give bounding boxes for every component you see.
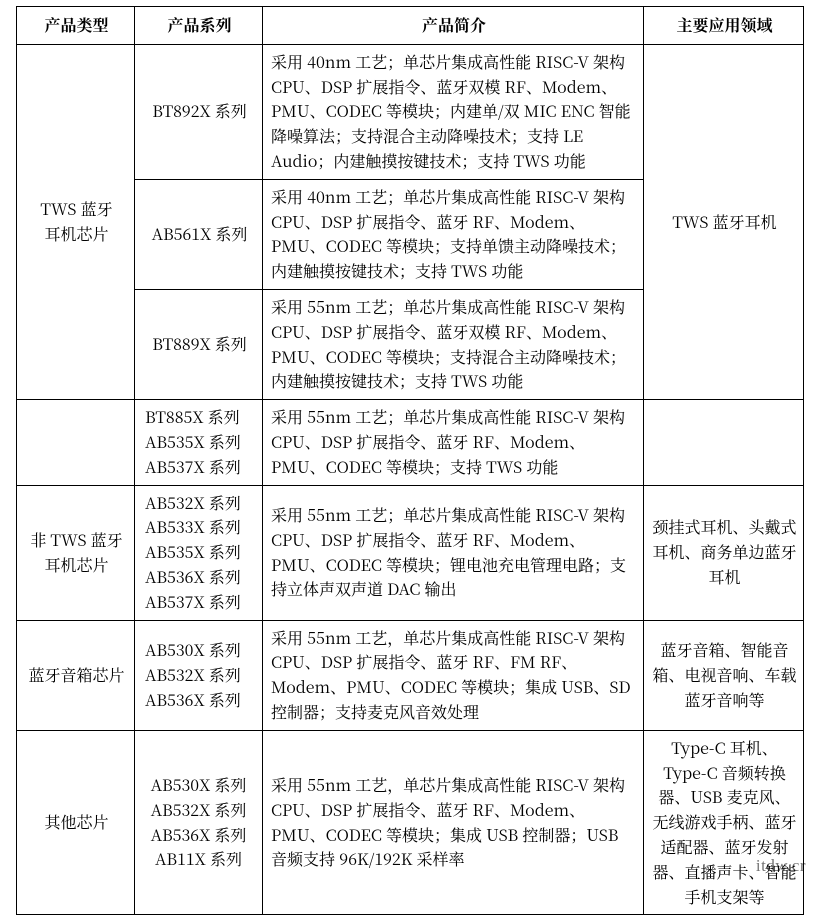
cell-series: BT889X 系列 xyxy=(135,289,263,399)
type-label: TWS 蓝牙耳机芯片 xyxy=(40,197,112,245)
series-item: AB535X 系列 xyxy=(145,540,256,565)
table-header-row: 产品类型 产品系列 产品简介 主要应用领域 xyxy=(17,7,804,45)
cell-series: BT885X 系列 AB535X 系列 AB537X 系列 xyxy=(135,400,263,485)
cell-series: AB530X 系列 AB532X 系列 AB536X 系列 xyxy=(135,620,263,730)
cell-desc: 采用 55nm 工艺，单芯片集成高性能 RISC-V 架构 CPU、DSP 扩展… xyxy=(263,620,644,730)
series-item: AB533X 系列 xyxy=(145,515,256,540)
cell-app-blank xyxy=(644,400,804,485)
cell-desc: 采用 55nm 工艺，单芯片集成高性能 RISC-V 架构 CPU、DSP 扩展… xyxy=(263,730,644,915)
table-row: TWS 蓝牙耳机芯片 BT892X 系列 采用 40nm 工艺；单芯片集成高性能… xyxy=(17,44,804,179)
table-row: 非 TWS 蓝牙耳机芯片 AB532X 系列 AB533X 系列 AB535X … xyxy=(17,485,804,620)
header-desc: 产品简介 xyxy=(263,7,644,45)
series-item: AB536X 系列 xyxy=(145,688,256,713)
series-item: AB537X 系列 xyxy=(145,590,256,615)
table-body: TWS 蓝牙耳机芯片 BT892X 系列 采用 40nm 工艺；单芯片集成高性能… xyxy=(17,44,804,915)
cell-desc: 采用 40nm 工艺；单芯片集成高性能 RISC-V 架构 CPU、DSP 扩展… xyxy=(263,179,644,289)
cell-desc: 采用 55nm 工艺；单芯片集成高性能 RISC-V 架构 CPU、DSP 扩展… xyxy=(263,485,644,620)
series-item: AB530X 系列 xyxy=(145,638,256,663)
series-item: AB536X 系列 xyxy=(145,565,256,590)
cell-series: AB561X 系列 xyxy=(135,179,263,289)
series-item: AB532X 系列 xyxy=(141,798,256,823)
cell-desc: 采用 40nm 工艺；单芯片集成高性能 RISC-V 架构 CPU、DSP 扩展… xyxy=(263,44,644,179)
cell-series: AB532X 系列 AB533X 系列 AB535X 系列 AB536X 系列 … xyxy=(135,485,263,620)
cell-type: TWS 蓝牙耳机芯片 xyxy=(17,44,135,399)
cell-series: AB530X 系列 AB532X 系列 AB536X 系列 AB11X 系列 xyxy=(135,730,263,915)
series-item: AB535X 系列 xyxy=(145,430,256,455)
table-row: BT885X 系列 AB535X 系列 AB537X 系列 采用 55nm 工艺… xyxy=(17,400,804,485)
series-item: AB537X 系列 xyxy=(145,455,256,480)
watermark: itdw.cr xyxy=(756,856,806,876)
series-item: AB532X 系列 xyxy=(145,491,256,516)
series-item: BT885X 系列 xyxy=(145,405,256,430)
cell-type: 蓝牙音箱芯片 xyxy=(17,620,135,730)
series-item: AB536X 系列 xyxy=(141,823,256,848)
cell-type: 其他芯片 xyxy=(17,730,135,915)
cell-desc: 采用 55nm 工艺；单芯片集成高性能 RISC-V 架构 CPU、DSP 扩展… xyxy=(263,400,644,485)
cell-type-blank xyxy=(17,400,135,485)
cell-desc: 采用 55nm 工艺；单芯片集成高性能 RISC-V 架构 CPU、DSP 扩展… xyxy=(263,289,644,399)
series-item: AB532X 系列 xyxy=(145,663,256,688)
table-row: 蓝牙音箱芯片 AB530X 系列 AB532X 系列 AB536X 系列 采用 … xyxy=(17,620,804,730)
header-series: 产品系列 xyxy=(135,7,263,45)
header-app: 主要应用领域 xyxy=(644,7,804,45)
type-label: 非 TWS 蓝牙耳机芯片 xyxy=(30,528,122,576)
cell-app: Type-C 耳机、Type-C 音频转换器、USB 麦克风、无线游戏手柄、蓝牙… xyxy=(644,730,804,915)
header-type: 产品类型 xyxy=(17,7,135,45)
cell-app: 蓝牙音箱、智能音箱、电视音响、车载蓝牙音响等 xyxy=(644,620,804,730)
series-item: AB530X 系列 xyxy=(141,773,256,798)
product-table: 产品类型 产品系列 产品简介 主要应用领域 TWS 蓝牙耳机芯片 BT892X … xyxy=(16,6,804,915)
series-item: AB11X 系列 xyxy=(141,847,256,872)
cell-app: 颈挂式耳机、头戴式耳机、商务单边蓝牙耳机 xyxy=(644,485,804,620)
cell-series: BT892X 系列 xyxy=(135,44,263,179)
cell-type: 非 TWS 蓝牙耳机芯片 xyxy=(17,485,135,620)
table-row: 其他芯片 AB530X 系列 AB532X 系列 AB536X 系列 AB11X… xyxy=(17,730,804,915)
cell-app: TWS 蓝牙耳机 xyxy=(644,44,804,399)
